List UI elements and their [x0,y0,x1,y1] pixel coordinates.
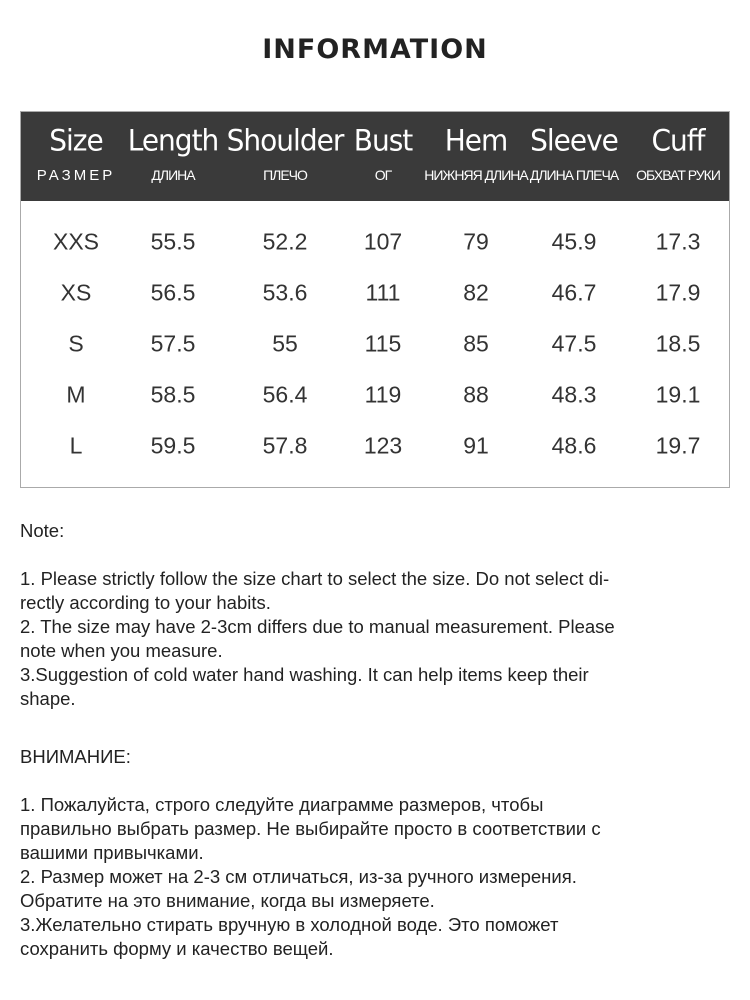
table-cell: 58.5 [150,381,196,408]
column-header-ru: ДЛИНА ПЛЕЧА [529,167,619,183]
notes-heading-ru: ВНИМАНИЕ: [20,746,131,767]
table-cell: 57.8 [262,432,308,459]
table-cell: 79 [463,228,489,255]
table-cell: 57.5 [150,330,196,357]
table-cell: 85 [463,330,489,357]
note-line: 2. The size may have 2-3cm differs due t… [20,616,615,637]
table-cell: 47.5 [551,330,597,357]
column-header-ru: РАЗМЕР [36,167,116,184]
table-cell: L [69,432,83,459]
note-line: 3.Желательно стирать вручную в холодной … [20,914,559,935]
column-header: Shoulder [226,123,345,158]
table-cell: 55.5 [150,228,196,255]
table-cell: M [66,381,86,408]
note-line: 2. Размер может на 2-3 см отличаться, из… [20,866,577,887]
note-line: Обратите на это внимание, когда вы измер… [20,890,435,911]
column-header-ru: ПЛЕЧО [263,167,308,183]
table-cell: 17.9 [655,279,701,306]
table-cell: 48.3 [551,381,597,408]
table-cell: XS [60,279,92,306]
note-line: вашими привычками. [20,842,204,863]
column-header-ru: НИЖНЯЯ ДЛИНА [424,167,528,183]
table-cell: 59.5 [150,432,196,459]
column-header-ru: ОГ [374,167,393,183]
table-cell: 19.7 [655,432,701,459]
note-line: сохранить форму и качество вещей. [20,938,334,959]
table-cell: 91 [463,432,489,459]
size-chart-table: Size РАЗМЕР Length ДЛИНА Shoulder ПЛЕЧО Bust ОГ… [20,111,730,488]
table-cell: 18.5 [655,330,701,357]
table-cell: 45.9 [551,228,597,255]
table-cell: 52.2 [262,228,308,255]
column-header: Bust [353,123,414,158]
table-cell: 19.1 [655,381,701,408]
notes: Note: 1. Please strictly follow the size… [20,519,735,961]
table-cell: 111 [365,279,401,306]
table-cell: 56.5 [150,279,196,306]
column-header: Size [49,123,103,158]
note-line: правильно выбрать размер. Не выбирайте п… [20,818,601,839]
note-line: 3.Suggestion of cold water hand washing.… [20,664,589,685]
note-line: 1. Please strictly follow the size chart… [20,568,610,589]
table-header: Size РАЗМЕР Length ДЛИНА Shoulder ПЛЕЧО Bust ОГ… [21,112,729,201]
table-cell: 123 [363,432,403,459]
table-cell: 115 [364,330,402,357]
column-header-ru: ОБХВАТ РУКИ [636,167,721,183]
notes-heading-en: Note: [20,520,65,541]
table-cell: 107 [363,228,403,255]
table-cell: 53.6 [262,279,308,306]
table-cell: 56.4 [262,381,308,408]
column-header: Hem [444,123,509,158]
table-cell: 48.6 [551,432,597,459]
table-cell: 88 [463,381,489,408]
table-cell: 119 [364,381,402,408]
note-line: shape. [20,688,76,709]
column-header: Sleeve [530,123,619,158]
column-header-ru: ДЛИНА [151,167,195,183]
column-header: Cuff [651,123,705,158]
table-cell: S [68,330,84,357]
table-cell: XXS [52,228,100,255]
table-cell: 82 [463,279,489,306]
table-cell: 17.3 [655,228,701,255]
column-header: Length [127,123,220,158]
note-line: rectly according to your habits. [20,592,271,613]
table-cell: 46.7 [551,279,597,306]
table-cell: 55 [272,330,298,357]
page-title: INFORMATION [262,34,488,65]
note-line: 1. Пожалуйста, строго следуйте диаграмме… [20,794,544,815]
note-line: note when you measure. [20,640,223,661]
